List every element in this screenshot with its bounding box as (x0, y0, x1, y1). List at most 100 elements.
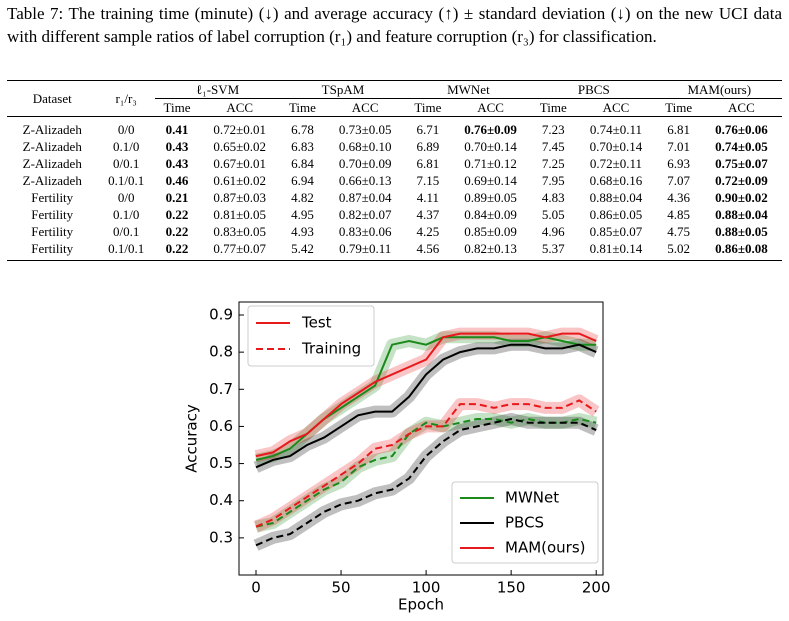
table-cell: 5.05 (541, 207, 565, 222)
table-row: Fertility 0/0 0.21 0.87±0.03 4.82 0.87±0.04 4.… (7, 189, 782, 206)
table-cell: 4.85 (667, 207, 691, 222)
table-cell: 0.75±0.07 (715, 156, 768, 171)
table-cell: 0.70±0.14 (589, 139, 643, 154)
line-test (255, 343, 597, 469)
y-tick-label: 0.9 (209, 306, 233, 324)
table-cell: 7.07 (667, 173, 691, 188)
x-tick-label: 150 (497, 579, 526, 597)
table-cell: 0.88±0.04 (715, 207, 768, 222)
y-tick-label: 0.6 (209, 417, 233, 435)
legend-label: PBCS (505, 514, 544, 532)
table-cell: 6.81 (667, 122, 691, 137)
table-cell: 4.25 (416, 224, 440, 239)
table-row: Dataset r₁/r₃ ℓ₁-SVM TSpAM MWNet PBCS MAM(ours… (7, 80, 782, 117)
header-cell: MWNet (405, 80, 532, 99)
table-cell: Fertility (7, 240, 98, 261)
table-cell: 0/0 (117, 122, 135, 137)
table-cell: 0.71±0.12 (464, 156, 517, 171)
table-cell: 0.61±0.02 (213, 173, 267, 188)
table-cell: 0.83±0.05 (213, 224, 267, 239)
table-row: Z-Alizadeh 0.1/0.1 0.46 0.61±0.02 6.94 0.66±0… (7, 172, 782, 189)
header-cell: TSpAM (280, 80, 406, 99)
table-cell: 7.15 (416, 173, 440, 188)
table-cell: 6.93 (667, 156, 691, 171)
table-cell: Z-Alizadeh (22, 139, 82, 154)
table-cell: 4.82 (291, 190, 314, 205)
table-cell: Z-Alizadeh (22, 122, 82, 137)
header-cell: Time (531, 98, 576, 117)
table-cell: 0.88±0.04 (589, 190, 643, 205)
table-cell: 0.1/0.1 (108, 173, 145, 188)
table-cell: 0.90±0.02 (715, 190, 768, 205)
header-cell: ACC (324, 98, 406, 117)
table-cell: 0/0.1 (112, 156, 140, 171)
y-tick-label: 0.4 (209, 491, 233, 509)
table-cell: 0.70±0.09 (338, 156, 392, 171)
table-cell: 0.1/0 (112, 139, 140, 154)
table-cell: 4.37 (416, 207, 440, 222)
table-cell: 6.84 (291, 156, 314, 171)
table-cell: 0.83±0.06 (338, 224, 392, 239)
legend-label: MWNet (505, 489, 559, 507)
table-cell: 7.01 (667, 139, 691, 154)
table-cell: 0.73±0.05 (338, 122, 392, 137)
table-cell: 0.84±0.09 (464, 207, 517, 222)
table-cell: 0.21 (165, 190, 189, 205)
table-cell: 0.46 (165, 173, 189, 188)
y-tick-label: 0.3 (209, 528, 233, 546)
table-cell: 6.94 (291, 173, 314, 188)
line-training (255, 399, 597, 528)
table-cell: 4.95 (291, 207, 314, 222)
table-cell: 0.70±0.14 (464, 139, 517, 154)
line-training (255, 417, 597, 547)
x-tick-label: 100 (412, 579, 441, 597)
chart: 0 50 100 150 200 0.3 0.4 0.5 0.6 0.7 0.8 0.9 Epoch Ac… (183, 301, 611, 614)
legend-label: Training (301, 340, 361, 358)
y-tick-label: 0.8 (209, 343, 233, 361)
table-cell: 0/0 (117, 190, 135, 205)
table-cell: 0.66±0.13 (338, 173, 392, 188)
header-cell: ACC (450, 98, 532, 117)
table-cell: 0.89±0.05 (464, 190, 517, 205)
header-cell: Time (280, 98, 325, 117)
table-row: Fertility 0.1/0 0.22 0.81±0.05 4.95 0.82±0.07… (7, 206, 782, 223)
table-cell: 0.43 (165, 139, 189, 154)
table-cell: 4.56 (405, 240, 451, 261)
table-cell: 0.77±0.07 (199, 240, 281, 261)
table-cell: 0.65±0.02 (213, 139, 267, 154)
y-tick-label: 0.7 (209, 380, 233, 398)
table-cell: 0.22 (165, 207, 189, 222)
table-cell: 0.82±0.13 (450, 240, 532, 261)
results-table: Dataset r₁/r₃ ℓ₁-SVM TSpAM MWNet PBCS MAM(ours… (7, 80, 782, 261)
legend-label: Test (301, 314, 332, 332)
table-cell: 4.93 (291, 224, 314, 239)
table-cell: 6.89 (416, 139, 440, 154)
header-cell: ACC (700, 98, 782, 117)
y-axis-label: Accuracy (183, 404, 201, 473)
table-cell: 5.02 (656, 240, 701, 261)
header-cell: ACC (575, 98, 657, 117)
table-cell: Z-Alizadeh (22, 156, 82, 171)
table-cell: 0.22 (154, 240, 200, 261)
table-cell: 5.37 (531, 240, 576, 261)
line-training (255, 417, 597, 528)
table-cell: 0.85±0.07 (589, 224, 643, 239)
table-row: Fertility 0/0.1 0.22 0.83±0.05 4.93 0.83±0.06… (7, 223, 782, 240)
table-cell: 0.72±0.01 (213, 122, 267, 137)
x-tick-label: 50 (332, 579, 351, 597)
table-cell: 0.79±0.11 (324, 240, 406, 261)
table-row: Z-Alizadeh 0/0.1 0.43 0.67±0.01 6.84 0.70±0.0… (7, 155, 782, 172)
table-cell: Fertility (31, 224, 74, 239)
table-cell: 7.23 (541, 122, 565, 137)
table-cell: 0.41 (165, 122, 189, 137)
header-cell: MAM(ours) (656, 80, 782, 99)
table-cell: Fertility (31, 190, 74, 205)
table-row: Z-Alizadeh 0/0 0.41 0.72±0.01 6.78 0.73±0.05 6… (7, 117, 782, 139)
table-cell: Fertility (31, 207, 74, 222)
table-cell: 6.71 (416, 122, 440, 137)
table-cell: 0.76±0.06 (715, 122, 768, 137)
plot-frame (238, 301, 604, 576)
table-cell: 5.42 (280, 240, 325, 261)
table-cell: 0.68±0.16 (589, 173, 643, 188)
table-cell: 4.96 (541, 224, 565, 239)
